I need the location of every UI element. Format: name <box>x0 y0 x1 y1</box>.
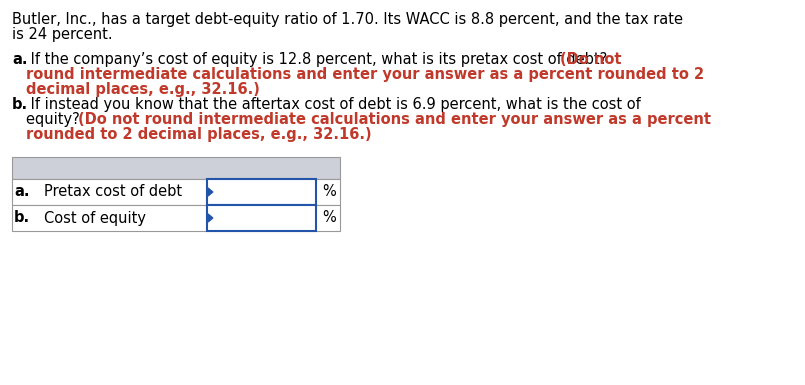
Text: is 24 percent.: is 24 percent. <box>12 27 113 42</box>
Text: (Do not: (Do not <box>560 52 621 67</box>
Text: (Do not round intermediate calculations and enter your answer as a percent: (Do not round intermediate calculations … <box>78 112 711 127</box>
Text: %: % <box>322 211 336 226</box>
Text: If instead you know that the aftertax cost of debt is 6.9 percent, what is the c: If instead you know that the aftertax co… <box>26 97 641 112</box>
Bar <box>12 205 340 231</box>
Text: Butler, Inc., has a target debt-equity ratio of 1.70. Its WACC is 8.8 percent, a: Butler, Inc., has a target debt-equity r… <box>12 12 683 27</box>
Bar <box>207 179 316 205</box>
Bar <box>207 205 316 231</box>
Text: a.: a. <box>14 184 30 199</box>
Text: %: % <box>322 184 336 199</box>
Polygon shape <box>208 188 213 196</box>
Text: b.: b. <box>14 211 30 226</box>
Text: decimal places, e.g., 32.16.): decimal places, e.g., 32.16.) <box>26 82 260 97</box>
Bar <box>12 157 340 179</box>
Text: Pretax cost of debt: Pretax cost of debt <box>44 184 182 199</box>
Text: If the company’s cost of equity is 12.8 percent, what is its pretax cost of debt: If the company’s cost of equity is 12.8 … <box>26 52 612 67</box>
Polygon shape <box>208 214 213 222</box>
Bar <box>12 179 340 205</box>
Text: equity?: equity? <box>26 112 85 127</box>
Text: a.: a. <box>12 52 27 67</box>
Text: rounded to 2 decimal places, e.g., 32.16.): rounded to 2 decimal places, e.g., 32.16… <box>26 127 372 142</box>
Text: b.: b. <box>12 97 28 112</box>
Text: round intermediate calculations and enter your answer as a percent rounded to 2: round intermediate calculations and ente… <box>26 67 704 82</box>
Text: Cost of equity: Cost of equity <box>44 211 146 226</box>
